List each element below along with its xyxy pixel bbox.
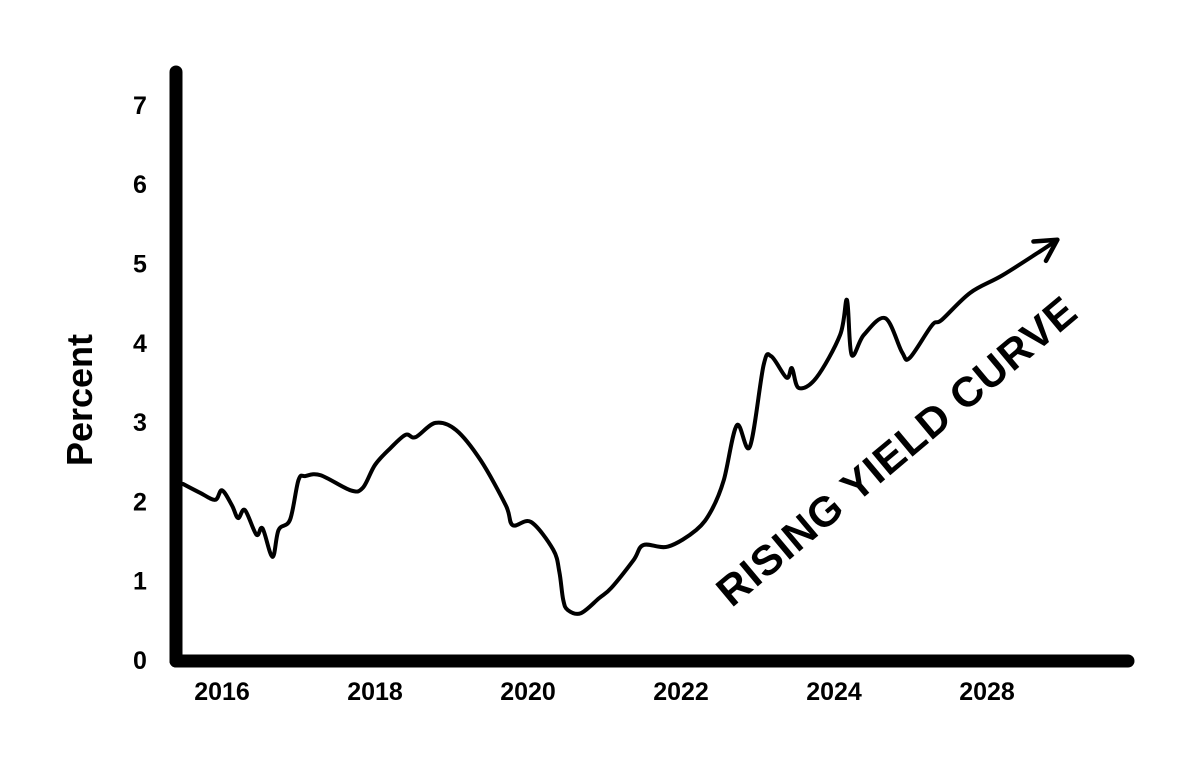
y-tick-label: 2 [133,488,147,516]
x-tick-label: 2028 [959,678,1015,706]
y-tick-label: 1 [133,568,147,596]
y-tick-label: 4 [133,330,147,358]
x-tick-label: 2018 [347,678,403,706]
x-tick-label: 2016 [194,678,250,706]
y-tick-label: 5 [133,251,147,279]
y-tick-label: 7 [133,92,147,120]
y-tick-label: 6 [133,171,147,199]
series-line [180,237,1060,616]
x-tick-label: 2024 [806,678,862,706]
y-tick-label: 3 [133,409,147,437]
x-tick-label: 2022 [653,678,709,706]
y-tick-label: 0 [133,647,147,675]
y-axis-label: Percent [59,334,100,466]
arrowhead-icon [1031,237,1060,264]
x-tick-label: 2020 [500,678,556,706]
